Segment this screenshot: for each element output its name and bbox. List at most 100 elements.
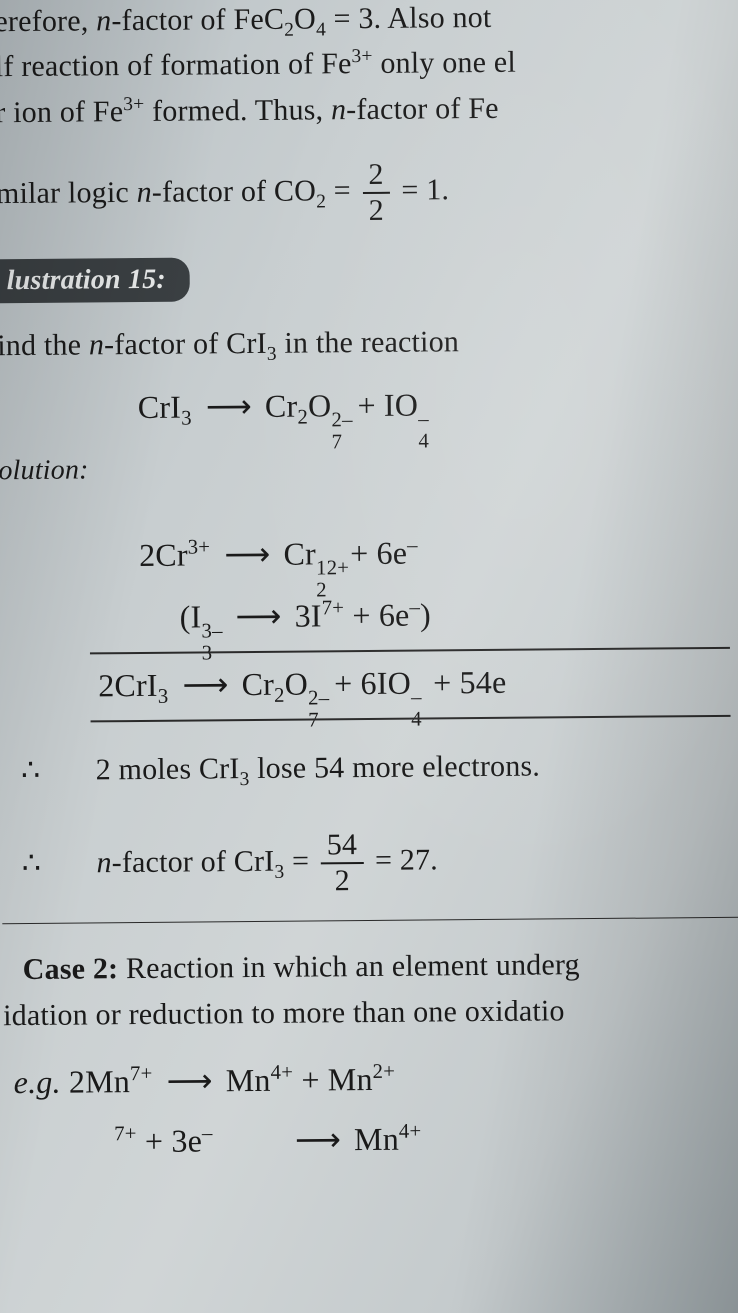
case-label: Case 2: xyxy=(23,952,119,986)
intro-line-4: milar logic n-factor of CO2 = 22 = 1. xyxy=(0,159,449,229)
subscript: 3 xyxy=(240,769,250,790)
superscript: – xyxy=(411,686,422,710)
text: ind the xyxy=(0,328,89,362)
arrow-icon: ⟶ xyxy=(224,535,269,573)
superscript: 7+ xyxy=(130,1062,153,1085)
text: (I xyxy=(179,598,201,634)
subscript: 2 xyxy=(316,191,326,212)
superscript: 3+ xyxy=(188,536,211,559)
text: + 6e xyxy=(342,535,408,572)
text: = 27. xyxy=(367,843,438,877)
text: 3I xyxy=(294,597,321,633)
text: Cr xyxy=(283,535,316,571)
subscript: 3 xyxy=(158,685,169,708)
pill-label: lustration 15: xyxy=(0,258,190,304)
text: 2Mn xyxy=(61,1063,131,1100)
text: 2CrI xyxy=(98,667,158,704)
text: + Mn xyxy=(293,1061,373,1098)
subscript: 4 xyxy=(418,429,429,453)
text: CrI xyxy=(138,389,182,425)
fraction: 22 xyxy=(362,160,390,226)
text: r ion of Fe xyxy=(0,95,123,129)
numerator: 2 xyxy=(362,160,389,194)
superscript: – xyxy=(202,1122,213,1145)
intro-line-2: lf reaction of formation of Fe3+ only on… xyxy=(0,45,516,85)
text: Cr xyxy=(265,388,298,424)
text: lf reaction of formation of Fe xyxy=(0,47,352,83)
denominator: 2 xyxy=(363,194,390,226)
example-equation: e.g. 2Mn7+ ⟶ Mn4+ + Mn2+ xyxy=(14,1060,396,1101)
text: -factor of CO xyxy=(152,174,316,208)
eg-label: e.g. xyxy=(14,1064,61,1100)
text: -factor of CrI xyxy=(112,845,275,879)
superscript: 3+ xyxy=(351,46,372,67)
superscript: – xyxy=(418,407,429,431)
text: + IO xyxy=(349,387,418,424)
therefore-symbol: ∴ xyxy=(21,754,41,787)
conclusion-2: ∴ n-factor of CrI3 = 542 = 27. xyxy=(22,829,439,899)
superscript: – xyxy=(409,596,420,619)
conclusion-1: ∴ 2 moles CrI3 lose 54 more electrons. xyxy=(21,749,540,794)
section-divider xyxy=(2,917,738,924)
subscript: 2 xyxy=(274,684,285,707)
text: = xyxy=(284,844,317,877)
arrow-icon: ⟶ xyxy=(167,1061,212,1099)
superscript: 2– xyxy=(308,686,329,710)
equation-1: CrI3 ⟶ Cr2O2–7 + IO–4 xyxy=(138,385,433,431)
therefore-symbol: ∴ xyxy=(22,847,42,880)
fraction: 542 xyxy=(321,830,364,896)
text: lose 54 more electrons. xyxy=(249,750,540,786)
numerator: 54 xyxy=(321,830,364,864)
equation-4: 2CrI3 ⟶ Cr2O2–7 + 6IO–4 + 54e xyxy=(98,663,507,710)
superscript: 3– xyxy=(201,619,222,643)
superscript: – xyxy=(407,534,418,557)
subscript: 3 xyxy=(274,862,284,883)
text-italic: n xyxy=(96,846,111,879)
text: + 3e xyxy=(137,1122,203,1159)
equation-2: 2Cr3+ ⟶ Cr12+2 + 6e– xyxy=(139,534,418,574)
superscript: 7+ xyxy=(114,1122,137,1145)
text: = 1. xyxy=(394,173,450,206)
equation-3: (I3–3 ⟶ 3I7+ + 6e–) xyxy=(179,595,431,635)
text: ) xyxy=(420,596,431,632)
text: O xyxy=(294,2,316,35)
text: milar logic xyxy=(0,176,137,210)
partial-equation: 7+ + 3e– ⟶ Mn4+ xyxy=(114,1120,422,1161)
arrow-icon: ⟶ xyxy=(182,665,227,703)
text: formed. Thus, xyxy=(144,93,331,128)
text: O xyxy=(308,387,332,423)
arrow-icon: ⟶ xyxy=(295,1120,340,1158)
superscript: 7+ xyxy=(322,597,345,620)
text-italic: n xyxy=(89,328,104,361)
text: O xyxy=(284,666,308,702)
text: = 3. Also not xyxy=(326,1,492,35)
text-italic: n xyxy=(331,93,346,126)
text: + 6IO xyxy=(326,665,411,702)
text: 2Cr xyxy=(139,537,188,573)
text-italic: n xyxy=(96,4,111,37)
subscript: 3 xyxy=(181,407,192,430)
text: Mn xyxy=(354,1121,399,1157)
text: -factor of Fe xyxy=(346,92,499,126)
arrow-icon: ⟶ xyxy=(206,387,251,425)
problem-statement: ind the n-factor of CrI3 in the reaction xyxy=(0,325,459,368)
equation-divider-top xyxy=(90,647,730,655)
text: olution: xyxy=(0,454,89,486)
subscript: 3 xyxy=(267,344,277,365)
subscript: 7 xyxy=(332,430,343,454)
denominator: 2 xyxy=(321,864,364,896)
text-italic: n xyxy=(137,176,152,209)
case2-line-2: idation or reduction to more than one ox… xyxy=(3,994,565,1033)
text: + 6e xyxy=(344,597,410,634)
text: only one el xyxy=(373,46,516,80)
superscript: 2– xyxy=(331,408,352,432)
text: -factor of FeC xyxy=(111,3,284,38)
text: 2 moles CrI xyxy=(96,752,240,786)
arrow-icon: ⟶ xyxy=(235,597,280,635)
superscript: 4+ xyxy=(399,1120,422,1143)
text: Mn xyxy=(226,1062,271,1098)
illustration-heading: lustration 15: xyxy=(0,258,190,304)
text: Reaction in which an element underg xyxy=(118,948,580,985)
text: Cr xyxy=(241,666,274,702)
solution-label: olution: xyxy=(0,454,89,487)
